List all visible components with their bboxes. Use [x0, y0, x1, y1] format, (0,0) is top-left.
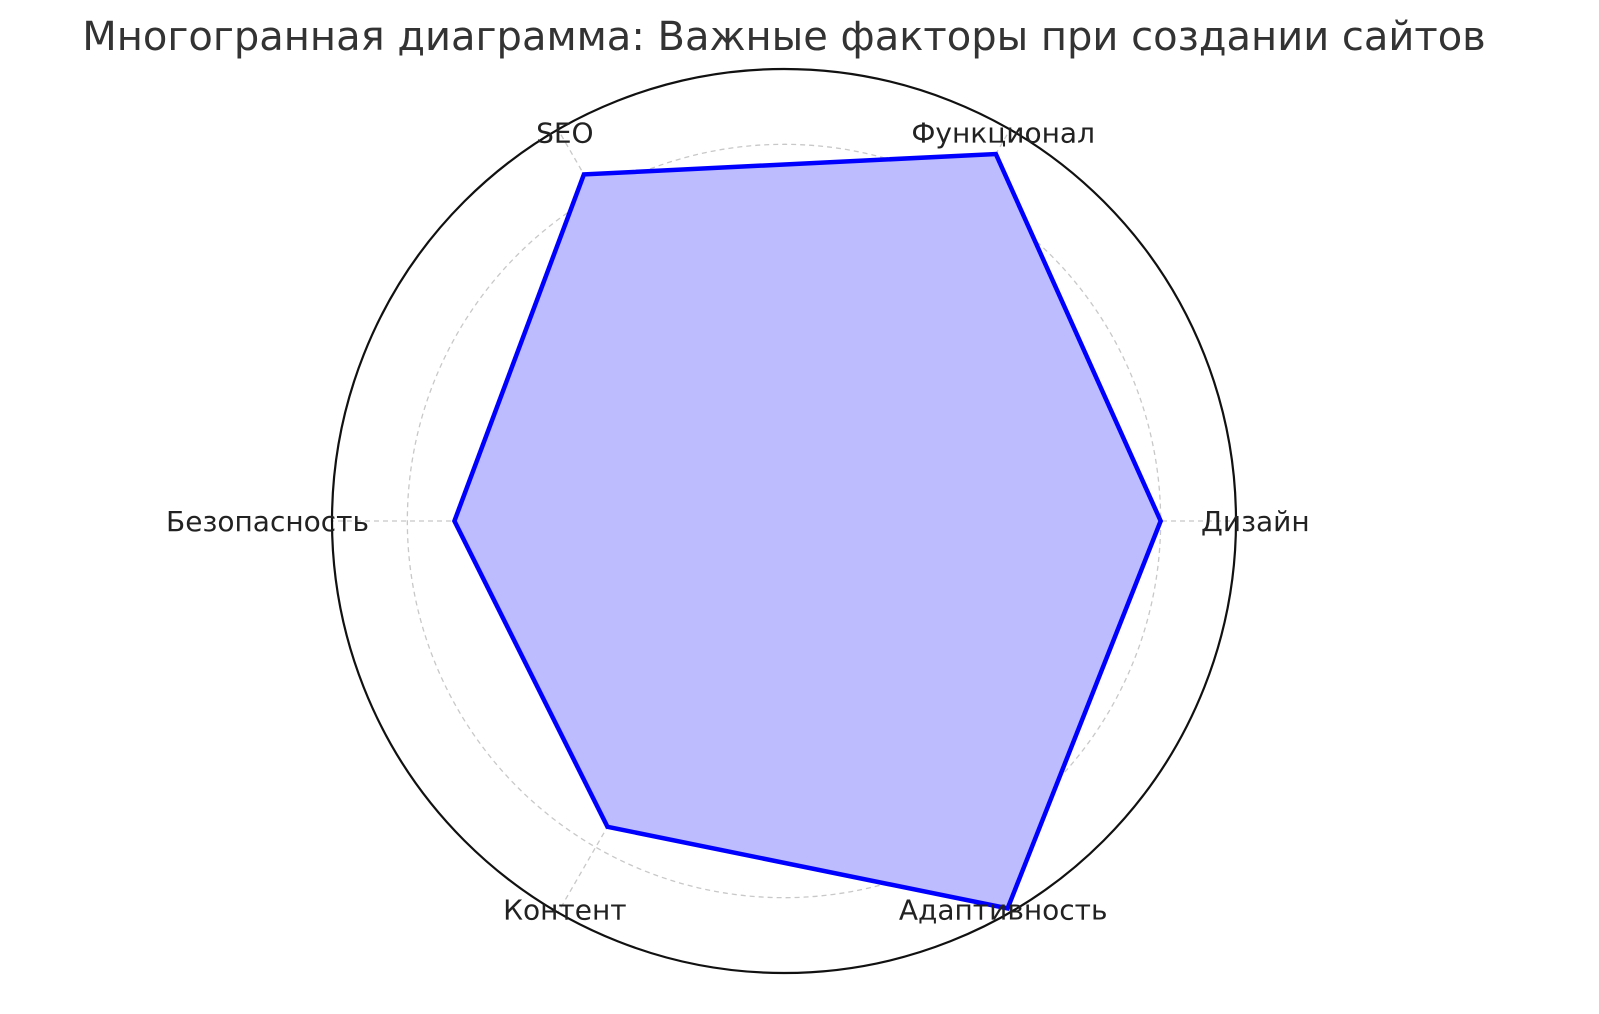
axis-label: Дизайн: [1201, 505, 1310, 538]
axis-label: Адаптивность: [899, 893, 1108, 926]
series-area: [454, 154, 1161, 909]
outer-frame: [330, 67, 1238, 975]
chart-title: Многогранная диаграмма: Важные факторы п…: [82, 14, 1486, 60]
axis-label: Безопасность: [166, 505, 369, 538]
axis-label: SEO: [536, 117, 594, 150]
axis-label: Контент: [503, 893, 626, 926]
axis-label: Функционал: [911, 117, 1095, 150]
